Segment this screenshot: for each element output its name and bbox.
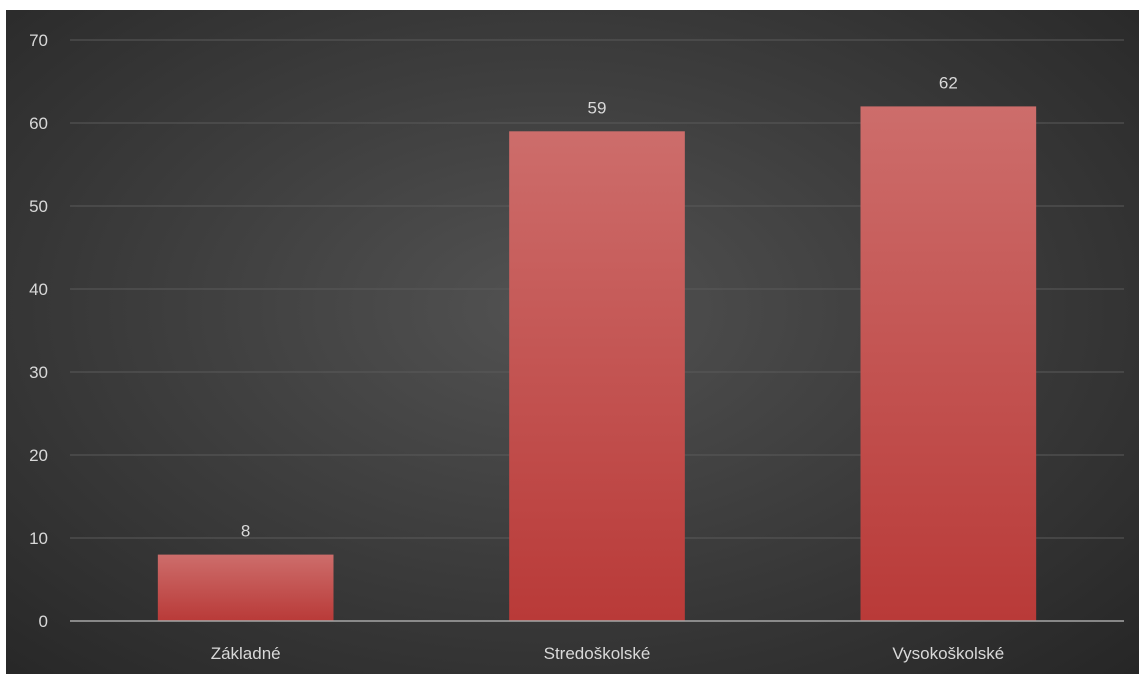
x-tick-label: Stredoškolské bbox=[544, 644, 651, 663]
bar bbox=[509, 131, 685, 622]
y-tick-label: 10 bbox=[29, 529, 48, 548]
y-tick-label: 60 bbox=[29, 114, 48, 133]
x-tick-label: Základné bbox=[211, 644, 281, 663]
data-label: 62 bbox=[939, 73, 958, 92]
x-axis-tick-labels: Základné Stredoškolské Vysokoškolské bbox=[211, 644, 1005, 663]
data-label: 59 bbox=[588, 98, 607, 117]
y-tick-label: 50 bbox=[29, 197, 48, 216]
bars bbox=[157, 106, 1037, 622]
bar bbox=[157, 554, 334, 621]
y-tick-label: 40 bbox=[29, 280, 48, 299]
data-labels: 8 59 62 bbox=[241, 73, 958, 540]
y-tick-label: 0 bbox=[39, 612, 48, 631]
bar bbox=[860, 106, 1037, 621]
data-label: 8 bbox=[241, 522, 250, 541]
y-tick-label: 20 bbox=[29, 446, 48, 465]
y-tick-label: 30 bbox=[29, 363, 48, 382]
x-tick-label: Vysokoškolské bbox=[892, 644, 1004, 663]
chart-area: 0 10 20 30 40 50 60 70 8 59 62 Základné Stredoškol… bbox=[6, 10, 1139, 674]
y-tick-label: 70 bbox=[29, 31, 48, 50]
bar-chart: 0 10 20 30 40 50 60 70 8 59 62 Základné Stredoškol… bbox=[29, 31, 1124, 663]
y-axis-tick-labels: 0 10 20 30 40 50 60 70 bbox=[29, 31, 48, 631]
